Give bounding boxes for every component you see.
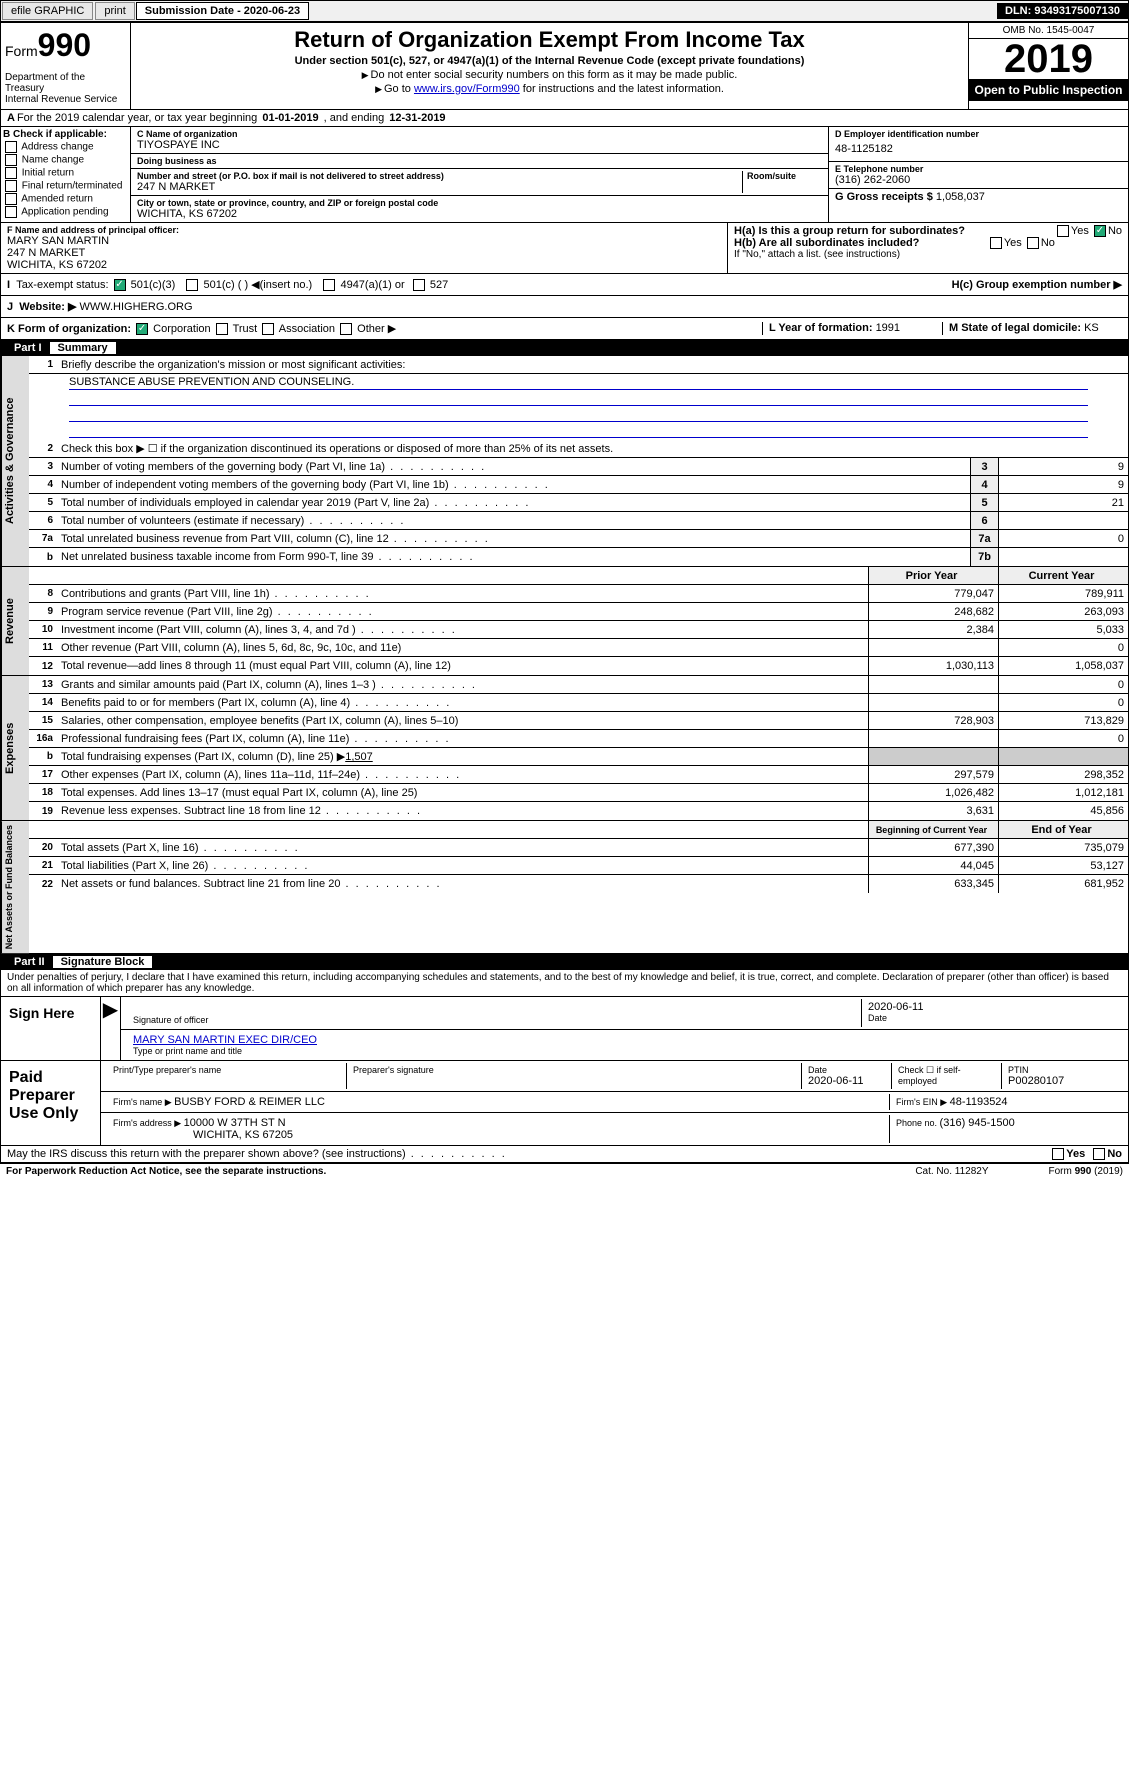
- efile-button[interactable]: efile GRAPHIC: [2, 2, 93, 20]
- dept-treasury: Department of the Treasury Internal Reve…: [5, 72, 126, 105]
- instr-link: Go to www.irs.gov/Form990 for instructio…: [135, 83, 964, 95]
- form-number: Form990: [5, 27, 126, 64]
- part-2-header: Part IISignature Block: [0, 954, 1129, 970]
- val-6: [998, 512, 1128, 529]
- tax-exempt-status: I Tax-exempt status: ✓ 501(c)(3) 501(c) …: [0, 274, 1129, 296]
- box-b: B Check if applicable: Address change Na…: [1, 127, 131, 222]
- officer-name-link[interactable]: MARY SAN MARTIN EXEC DIR/CEO: [133, 1034, 317, 1046]
- form-header: Form990 Department of the Treasury Inter…: [0, 22, 1129, 110]
- vlabel-netassets: Net Assets or Fund Balances: [1, 821, 29, 953]
- year-formed: 1991: [876, 322, 900, 334]
- gross-receipts: 1,058,037: [936, 191, 985, 203]
- val-7a: 0: [998, 530, 1128, 547]
- part-1-header: Part ISummary: [0, 340, 1129, 356]
- website: WWW.HIGHERG.ORG: [76, 301, 192, 313]
- instr-ssn: Do not enter social security numbers on …: [135, 69, 964, 81]
- org-address: 247 N MARKET: [137, 181, 742, 193]
- sign-here-label: Sign Here: [1, 997, 101, 1060]
- dln: DLN: 93493175007130: [997, 3, 1128, 19]
- website-row: J Website: ▶ WWW.HIGHERG.ORG: [0, 296, 1129, 318]
- ptin: P00280107: [1008, 1075, 1116, 1087]
- submission-date: Submission Date - 2020-06-23: [136, 2, 309, 20]
- domicile-state: KS: [1084, 322, 1099, 334]
- val-7b: [998, 548, 1128, 566]
- form-title: Return of Organization Exempt From Incom…: [135, 27, 964, 53]
- paid-preparer-label: Paid Preparer Use Only: [1, 1061, 101, 1145]
- mission-text: SUBSTANCE ABUSE PREVENTION AND COUNSELIN…: [69, 376, 1088, 390]
- form-subtitle: Under section 501(c), 527, or 4947(a)(1)…: [135, 55, 964, 67]
- val-3: 9: [998, 458, 1128, 475]
- open-inspection: Open to Public Inspection: [969, 79, 1128, 101]
- tax-year: 2019: [969, 39, 1128, 79]
- perjury-text: Under penalties of perjury, I declare th…: [0, 970, 1129, 997]
- firm-ein: 48-1193524: [950, 1096, 1008, 1108]
- vlabel-revenue: Revenue: [1, 567, 29, 675]
- phone: (316) 262-2060: [835, 174, 1122, 186]
- ein: 48-1125182: [835, 139, 1122, 159]
- top-toolbar: efile GRAPHIC print Submission Date - 20…: [0, 0, 1129, 22]
- org-city: WICHITA, KS 67202: [137, 208, 822, 220]
- firm-phone: (316) 945-1500: [940, 1117, 1015, 1129]
- officer-name: MARY SAN MARTIN: [7, 235, 721, 247]
- firm-name: BUSBY FORD & REIMER LLC: [174, 1096, 325, 1108]
- print-button[interactable]: print: [95, 2, 134, 20]
- tax-period: AFor the 2019 calendar year, or tax year…: [0, 110, 1129, 127]
- org-name: TIYOSPAYE INC: [137, 139, 822, 151]
- vlabel-governance: Activities & Governance: [1, 356, 29, 566]
- footer: For Paperwork Reduction Act Notice, see …: [0, 1163, 1129, 1179]
- val-5: 21: [998, 494, 1128, 511]
- vlabel-expenses: Expenses: [1, 676, 29, 820]
- irs-link[interactable]: www.irs.gov/Form990: [414, 83, 520, 95]
- group-return-q: H(a) Is this a group return for subordin…: [734, 225, 965, 237]
- val-4: 9: [998, 476, 1128, 493]
